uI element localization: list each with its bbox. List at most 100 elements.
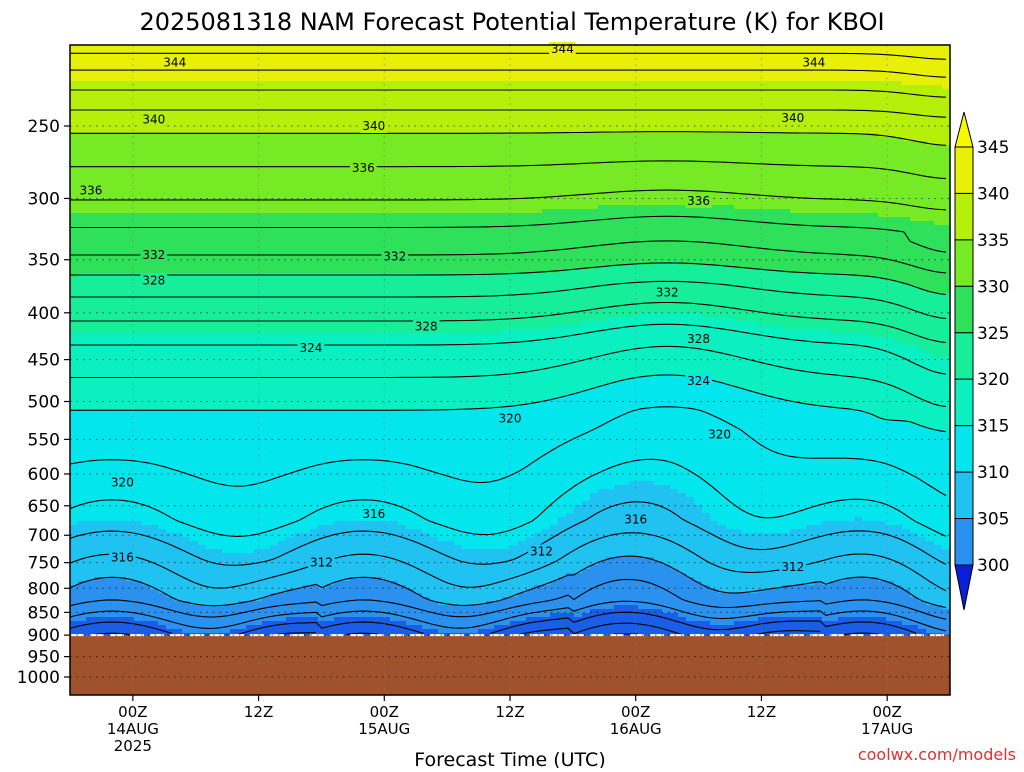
color-cell: [78, 617, 87, 622]
color-cell: [214, 629, 223, 634]
color-cell: [246, 389, 255, 394]
color-cell: [70, 449, 79, 454]
color-cell: [174, 501, 183, 506]
color-cell: [126, 505, 135, 510]
color-cell: [230, 317, 239, 322]
color-cell: [286, 285, 295, 290]
color-cell: [166, 425, 175, 430]
color-cell: [270, 577, 279, 582]
color-cell: [246, 245, 255, 250]
color-cell: [254, 477, 263, 482]
color-cell: [174, 477, 183, 482]
color-cell: [190, 301, 199, 306]
color-cell: [318, 489, 327, 494]
color-cell: [270, 505, 279, 510]
color-cell: [310, 497, 319, 502]
color-cell: [94, 601, 103, 606]
color-cell: [182, 621, 191, 626]
color-cell: [230, 57, 239, 62]
color-cell: [254, 385, 263, 390]
color-cell: [294, 421, 303, 426]
color-cell: [134, 125, 143, 130]
color-cell: [270, 569, 279, 574]
color-cell: [214, 421, 223, 426]
color-cell: [158, 325, 167, 330]
color-cell: [302, 473, 311, 478]
color-cell: [94, 105, 103, 110]
color-cell: [182, 353, 191, 358]
color-cell: [222, 205, 231, 210]
color-cell: [94, 249, 103, 254]
color-cell: [174, 629, 183, 634]
color-cell: [206, 293, 215, 298]
color-cell: [270, 445, 279, 450]
color-cell: [246, 577, 255, 582]
color-cell: [230, 361, 239, 366]
color-cell: [334, 469, 343, 474]
color-cell: [278, 213, 287, 218]
color-cell: [126, 281, 135, 286]
color-cell: [262, 97, 271, 102]
color-cell: [310, 65, 319, 70]
color-cell: [214, 485, 223, 490]
color-cell: [222, 73, 231, 78]
color-cell: [334, 441, 343, 446]
color-cell: [110, 461, 119, 466]
color-cell: [206, 561, 215, 566]
color-cell: [254, 601, 263, 606]
color-cell: [158, 425, 167, 430]
color-cell: [238, 305, 247, 310]
color-cell: [302, 477, 311, 482]
color-cell: [294, 541, 303, 546]
color-cell: [102, 533, 111, 538]
color-cell: [110, 581, 119, 586]
color-cell: [334, 461, 343, 466]
color-cell: [206, 565, 215, 570]
color-cell: [102, 65, 111, 70]
color-cell: [246, 589, 255, 594]
color-cell: [222, 349, 231, 354]
color-cell: [166, 245, 175, 250]
color-cell: [134, 369, 143, 374]
color-cell: [326, 85, 335, 90]
color-cell: [190, 609, 199, 614]
color-cell: [70, 261, 79, 266]
color-cell: [94, 521, 103, 526]
color-cell: [278, 337, 287, 342]
color-cell: [214, 109, 223, 114]
color-cell: [78, 209, 87, 214]
color-cell: [102, 337, 111, 342]
color-cell: [334, 309, 343, 314]
color-cell: [262, 377, 271, 382]
color-cell: [86, 465, 95, 470]
color-cell: [286, 169, 295, 174]
color-cell: [174, 105, 183, 110]
color-cell: [246, 433, 255, 438]
color-cell: [222, 293, 231, 298]
color-cell: [198, 245, 207, 250]
color-cell: [190, 369, 199, 374]
color-cell: [166, 265, 175, 270]
color-cell: [286, 349, 295, 354]
color-cell: [198, 117, 207, 122]
color-cell: [150, 413, 159, 418]
color-cell: [70, 609, 79, 614]
color-cell: [318, 137, 327, 142]
color-cell: [190, 365, 199, 370]
color-cell: [142, 537, 151, 542]
color-cell: [222, 469, 231, 474]
color-cell: [294, 573, 303, 578]
color-cell: [190, 245, 199, 250]
color-cell: [238, 529, 247, 534]
color-cell: [230, 605, 239, 610]
color-cell: [302, 377, 311, 382]
color-cell: [326, 361, 335, 366]
color-cell: [238, 561, 247, 566]
color-cell: [222, 345, 231, 350]
color-cell: [126, 117, 135, 122]
color-cell: [310, 105, 319, 110]
color-cell: [302, 481, 311, 486]
color-cell: [182, 617, 191, 622]
color-cell: [102, 97, 111, 102]
color-cell: [294, 169, 303, 174]
